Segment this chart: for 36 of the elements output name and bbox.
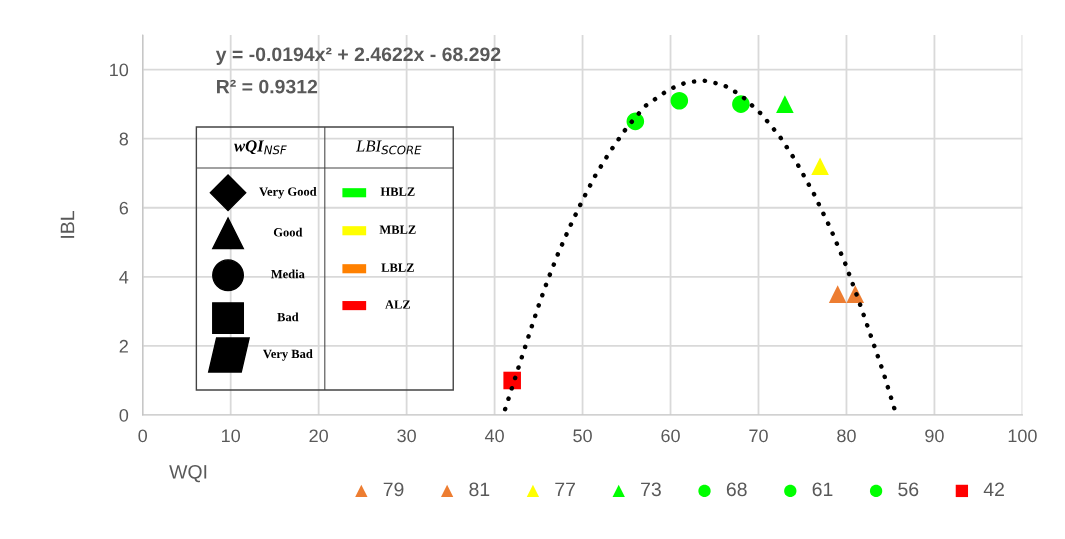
y-tick-label: 10 <box>110 63 129 77</box>
x-axis-title: WQI <box>169 464 207 483</box>
x-tick-label: 20 <box>309 429 328 443</box>
y-tick-label: 6 <box>119 201 129 215</box>
legend-label: 77 <box>555 482 575 497</box>
legend-label: 56 <box>898 482 919 497</box>
point <box>732 95 750 113</box>
y-tick-label: 2 <box>119 339 128 353</box>
x-tick-label: 70 <box>749 429 768 443</box>
legend-label: 42 <box>983 482 1004 497</box>
legend-label: 81 <box>469 482 490 497</box>
y-tick-label: 4 <box>119 270 129 284</box>
legend-label: 68 <box>726 482 747 497</box>
x-tick-label: 30 <box>397 429 416 443</box>
legend-label: 79 <box>383 482 404 497</box>
x-tick-label: 10 <box>222 429 241 443</box>
point <box>776 95 794 113</box>
x-tick-label: 80 <box>837 429 856 443</box>
line-series <box>502 78 898 413</box>
point <box>503 371 521 390</box>
legend-label: 61 <box>812 482 833 497</box>
y-tick-label: 0 <box>119 408 129 422</box>
x-tick-label: 0 <box>138 429 148 443</box>
x-tick-label: 90 <box>925 429 944 443</box>
point <box>811 157 829 176</box>
legend-label: 73 <box>641 482 661 497</box>
point <box>828 285 847 303</box>
y-tick-label: 8 <box>119 132 129 146</box>
point <box>670 91 689 110</box>
x-tick-label: 60 <box>661 429 680 443</box>
x-tick-label: 40 <box>484 429 504 443</box>
x-tick-label: 50 <box>573 429 592 443</box>
x-tick-label: 100 <box>1008 429 1037 443</box>
annotation: y = -0.0194x² + 2.4622x - 68.292 <box>215 47 501 65</box>
annotation: R² = 0.9312 <box>217 79 318 94</box>
y-axis-title: IBL <box>60 211 75 238</box>
